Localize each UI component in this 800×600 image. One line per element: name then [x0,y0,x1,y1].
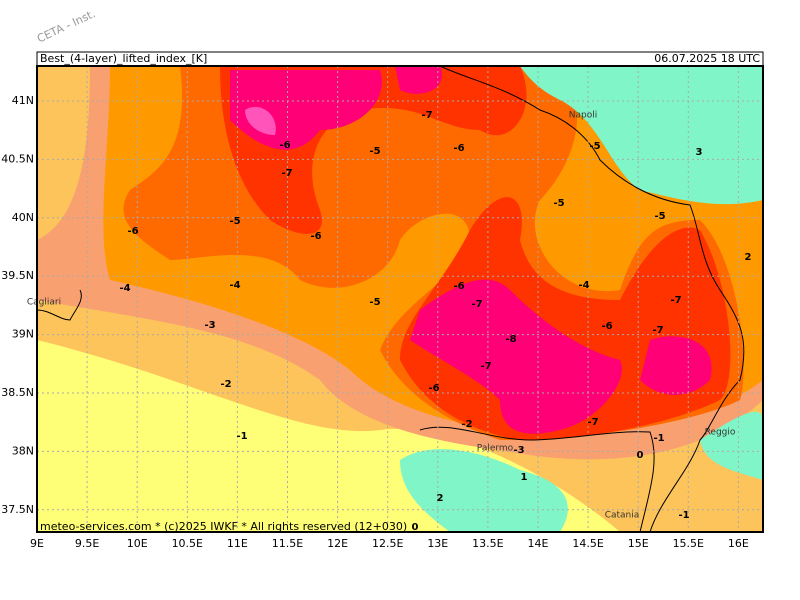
lon-label: 9.5E [75,537,99,550]
contour-label: -4 [578,280,589,291]
contour-label: -7 [471,299,482,310]
contour-label: -6 [453,281,464,292]
contour-label: -5 [553,198,564,209]
contour-label: 0 [637,450,644,461]
coastline [419,426,655,532]
contour-label: -7 [652,325,663,336]
map-date: 06.07.2025 18 UTC [654,52,760,65]
contour-label: 0 [412,522,419,533]
lon-label: 9E [30,537,44,550]
lon-label: 11E [227,537,248,550]
contour-label: -1 [678,510,689,521]
lon-label: 11.5E [272,537,303,550]
footer: meteo-services.com * (c)2025 IWKF * All … [40,520,407,533]
lon-label: 15E [628,537,649,550]
graticule [37,66,763,532]
contour-label: -5 [369,297,380,308]
contour-label: -1 [236,431,247,442]
lon-label: 16E [728,537,749,550]
lat-label: 37.5N [1,503,34,516]
contour-label: -5 [229,216,240,227]
contour-label: -7 [421,110,432,121]
lon-label: 14.5E [572,537,603,550]
contour-label: 3 [696,147,703,158]
map-frame [36,65,764,533]
contour-label: -6 [310,231,321,242]
contour-label: -7 [281,168,292,179]
lon-label: 14E [528,537,549,550]
contour-label: -6 [453,143,464,154]
contour-label: -7 [587,417,598,428]
lat-label: 39N [12,328,34,341]
contour-label: -5 [589,141,600,152]
contour-label: 1 [521,472,528,483]
lat-label: 40.5N [1,152,34,165]
coastline [439,66,745,532]
place-name: Catania [605,511,640,521]
contour-label: -7 [480,361,491,372]
place-name: Reggio [705,428,736,438]
contour-label: -4 [229,280,240,291]
place-name: Palermo [477,444,514,454]
lon-label: 12E [327,537,348,550]
lat-label: 41N [12,94,34,107]
map-title: Best_(4-layer)_lifted_index_[K] [40,52,207,65]
lon-label: 12.5E [372,537,403,550]
coastline [37,289,82,321]
lon-label: 10.5E [172,537,203,550]
contour-label: -2 [220,379,231,390]
lon-label: 13E [427,537,448,550]
lat-label: 38.5N [1,386,34,399]
lon-label: 13.5E [472,537,503,550]
contour-label: -8 [505,334,516,345]
zone [400,66,763,532]
place-name: Napoli [569,111,597,121]
contour-label: -3 [204,320,215,331]
zone [230,66,712,434]
lat-label: 40N [12,211,34,224]
contour-label: -3 [513,445,524,456]
lon-label: 10E [127,537,148,550]
contour-label: -5 [369,146,380,157]
contour-label: -2 [461,419,472,430]
contour-label: -6 [127,226,138,237]
contour-label: 2 [437,493,444,504]
contour-label: -6 [279,140,290,151]
lon-label: 15.5E [673,537,704,550]
field [37,66,763,532]
contour-label: -7 [670,295,681,306]
contour-label: -6 [428,383,439,394]
contour-label: 2 [745,252,752,263]
contour-label: -4 [119,283,130,294]
lat-label: 39.5N [1,269,34,282]
lat-label: 38N [12,444,34,457]
zone [220,66,731,440]
contour-label: -5 [654,211,665,222]
labels: -7 -6 -7 -5 -6 -6 -5 -6 -5 -5 -4 -4 -5 -6 -7 -4 -7 -6 -7 -3… [27,110,752,533]
zone [245,106,276,135]
contour-label: -1 [653,433,664,444]
watermark: CETA - Inst. [35,7,97,45]
contour-label: -6 [601,321,612,332]
place-name: Cagliari [27,298,61,308]
